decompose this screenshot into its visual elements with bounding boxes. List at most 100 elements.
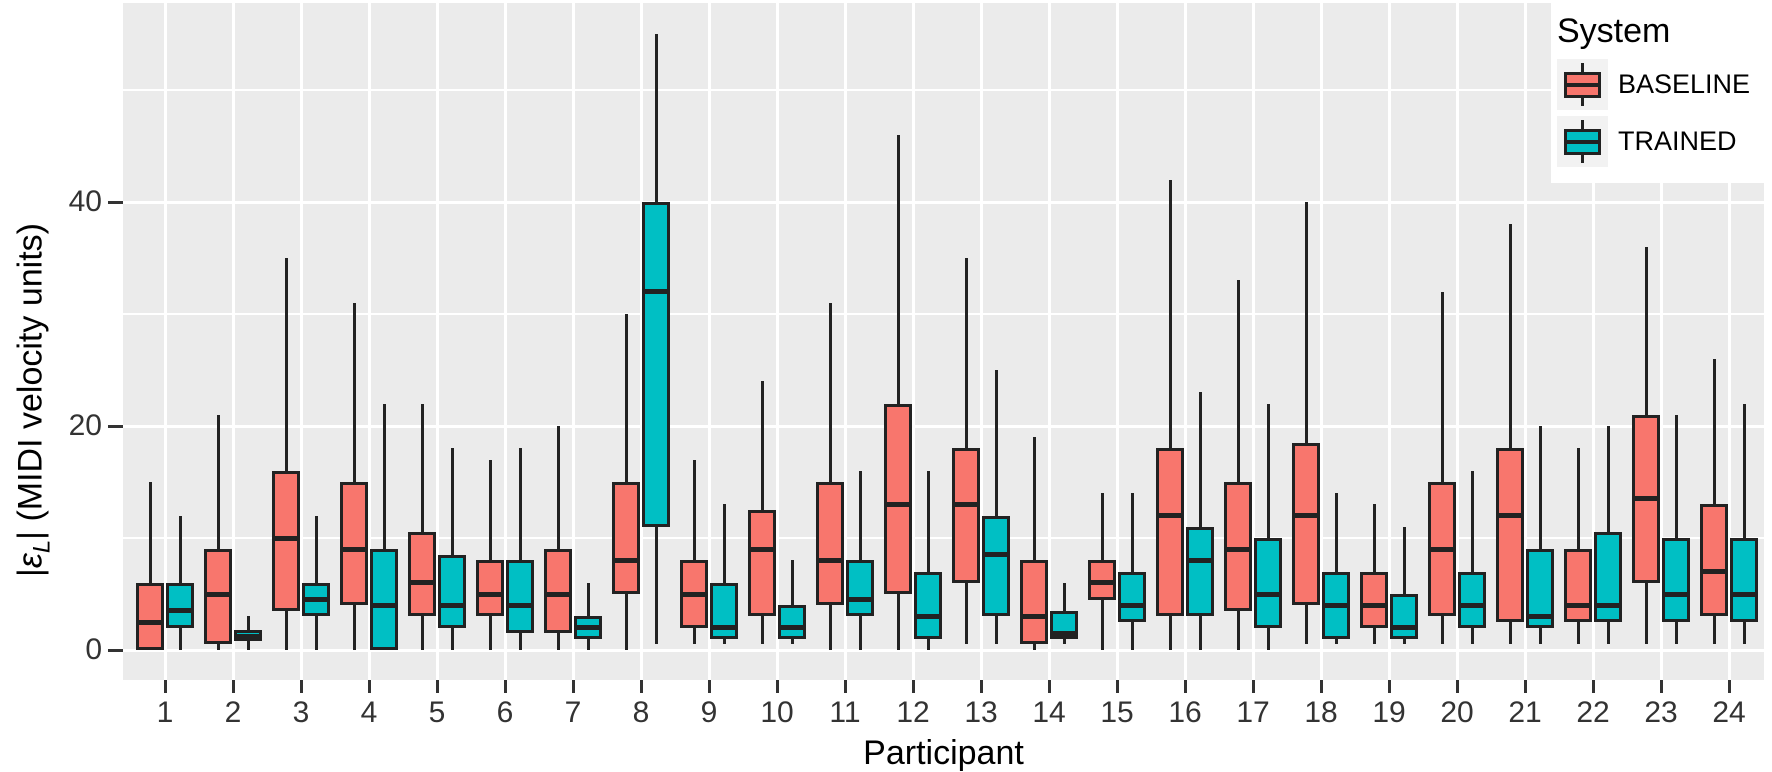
legend-label-trained: TRAINED xyxy=(1618,126,1737,156)
boxplot-p10-trained-box xyxy=(778,605,806,639)
boxplot-p1-trained-whisker xyxy=(178,515,182,650)
gridline-x-22 xyxy=(1591,3,1595,680)
x-tick-8 xyxy=(639,680,643,693)
x-tick-20 xyxy=(1455,680,1459,693)
boxplot-p7-baseline-whisker xyxy=(556,426,560,650)
boxplot-p22-baseline-median xyxy=(1564,602,1592,608)
boxplot-p3-baseline-whisker xyxy=(284,258,288,650)
boxplot-p22-trained-median xyxy=(1594,602,1622,608)
boxplot-p5-trained-box xyxy=(438,554,466,628)
boxplot-p17-baseline-box xyxy=(1224,482,1252,611)
x-tick-2 xyxy=(231,680,235,693)
gridline-y-minor-10 xyxy=(123,537,1764,539)
boxplot-p9-trained-median xyxy=(710,625,738,631)
boxplot-p21-trained-median xyxy=(1526,613,1554,619)
gridline-y-0 xyxy=(123,648,1764,652)
boxplot-p16-trained-box xyxy=(1186,526,1214,617)
boxplot-p14-baseline-median xyxy=(1020,613,1048,619)
boxplot-p21-trained-whisker xyxy=(1538,426,1542,645)
x-tick-label-22: 22 xyxy=(1576,696,1610,729)
gridline-x-9 xyxy=(707,3,711,680)
x-tick-5 xyxy=(435,680,439,693)
boxplot-p12-trained-box xyxy=(914,571,942,639)
x-tick-7 xyxy=(571,680,575,693)
boxplot-p15-baseline-box xyxy=(1088,560,1116,600)
x-tick-13 xyxy=(979,680,983,693)
boxplot-p1-baseline-median xyxy=(136,619,164,625)
x-tick-12 xyxy=(911,680,915,693)
boxplot-p4-baseline-box xyxy=(340,482,368,606)
boxplot-p20-trained-box xyxy=(1458,571,1486,628)
x-tick-label-16: 16 xyxy=(1168,696,1202,729)
gridline-x-14 xyxy=(1047,3,1051,680)
boxplot-p19-baseline-box xyxy=(1360,571,1388,628)
x-tick-21 xyxy=(1523,680,1527,693)
boxplot-p24-baseline-median xyxy=(1700,569,1728,575)
x-tick-label-1: 1 xyxy=(156,696,174,729)
y-axis-title-text: |εL| (MIDI velocity units) xyxy=(11,223,56,577)
boxplot-p3-trained-whisker xyxy=(314,515,318,650)
boxplot-p10-trained-whisker xyxy=(790,560,794,645)
x-tick-10 xyxy=(775,680,779,693)
x-tick-label-3: 3 xyxy=(292,696,310,729)
boxplot-p19-trained-whisker xyxy=(1402,526,1406,645)
boxplot-p17-trained-whisker xyxy=(1266,403,1270,650)
boxplot-p20-baseline-median xyxy=(1428,546,1456,552)
boxplot-p4-baseline-median xyxy=(340,546,368,552)
x-tick-label-17: 17 xyxy=(1236,696,1270,729)
x-tick-label-19: 19 xyxy=(1372,696,1406,729)
gridline-x-11 xyxy=(843,3,847,680)
x-tick-6 xyxy=(503,680,507,693)
y-tick-20 xyxy=(108,424,123,428)
boxplot-p4-trained-box xyxy=(370,549,398,650)
boxplot-p13-trained-median xyxy=(982,552,1010,558)
boxplot-p13-trained-box xyxy=(982,515,1010,617)
boxplot-p9-baseline-median xyxy=(680,591,708,597)
boxplot-p5-baseline-whisker xyxy=(420,403,424,650)
boxplot-p8-trained-box xyxy=(642,202,670,527)
x-tick-15 xyxy=(1115,680,1119,693)
boxplot-p21-baseline-whisker xyxy=(1508,224,1512,645)
key-median xyxy=(1564,140,1601,144)
boxplot-p3-baseline-median xyxy=(272,535,300,541)
x-tick-11 xyxy=(843,680,847,693)
boxplot-p7-trained-median xyxy=(574,625,602,631)
gridline-x-10 xyxy=(775,3,779,680)
boxplot-p16-baseline-box xyxy=(1156,448,1184,617)
gridline-x-24 xyxy=(1727,3,1731,680)
x-tick-label-10: 10 xyxy=(760,696,794,729)
x-tick-label-24: 24 xyxy=(1712,696,1746,729)
plot-panel xyxy=(123,3,1764,680)
gridline-y-minor-30 xyxy=(123,313,1764,315)
legend-item-baseline: BASELINE xyxy=(1557,59,1772,110)
boxplot-p24-baseline-box xyxy=(1700,504,1728,617)
x-tick-label-8: 8 xyxy=(632,696,650,729)
x-tick-label-7: 7 xyxy=(564,696,582,729)
boxplot-p14-baseline-whisker xyxy=(1032,437,1036,650)
boxplot-p2-trained-median xyxy=(234,634,262,640)
boxplot-p11-trained-median xyxy=(846,597,874,603)
boxplot-p21-baseline-median xyxy=(1496,513,1524,519)
boxplot-p9-trained-box xyxy=(710,582,738,639)
boxplot-p10-trained-median xyxy=(778,625,806,631)
boxplot-p20-baseline-whisker xyxy=(1440,291,1444,645)
boxplot-p12-baseline-box xyxy=(884,403,912,594)
gridline-x-12 xyxy=(911,3,915,680)
boxplot-p5-trained-whisker xyxy=(450,448,454,650)
boxplot-p14-baseline-box xyxy=(1020,560,1048,645)
boxplot-p9-baseline-whisker xyxy=(692,459,696,645)
boxplot-p18-trained-median xyxy=(1322,602,1350,608)
boxplot-p9-trained-whisker xyxy=(722,504,726,645)
boxplot-p17-baseline-whisker xyxy=(1236,280,1240,650)
x-tick-9 xyxy=(707,680,711,693)
x-tick-23 xyxy=(1659,680,1663,693)
boxplot-p11-baseline-whisker xyxy=(828,302,832,650)
boxplot-p4-baseline-whisker xyxy=(352,302,356,650)
gridline-x-17 xyxy=(1251,3,1255,680)
boxplot-p24-trained-median xyxy=(1730,591,1758,597)
boxplot-p21-baseline-box xyxy=(1496,448,1524,622)
gridline-x-21 xyxy=(1523,3,1527,680)
boxplot-p22-baseline-box xyxy=(1564,549,1592,622)
boxplot-p20-trained-whisker xyxy=(1470,470,1474,645)
boxplot-p13-baseline-median xyxy=(952,501,980,507)
